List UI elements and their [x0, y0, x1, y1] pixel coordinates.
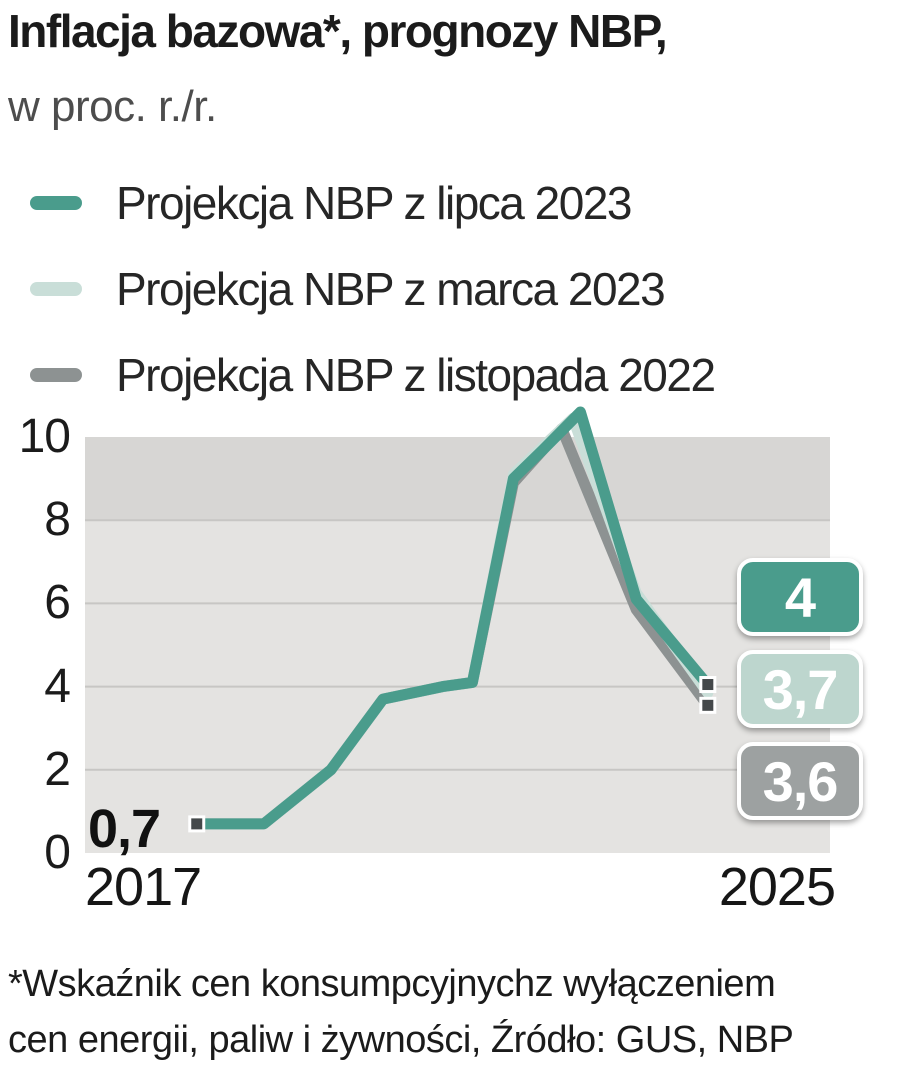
legend-label: Projekcja NBP z listopada 2022	[116, 349, 716, 401]
start-value-label: 0,7	[88, 799, 161, 859]
y-axis-tick-label: 2	[44, 742, 71, 796]
footnote-line-2: cen energii, paliw i żywności, Źródło: G…	[8, 1019, 794, 1061]
value-badge-march-2023: 3,7	[737, 650, 863, 728]
y-axis-tick-label: 6	[44, 576, 71, 630]
legend-label: Projekcja NBP z marca 2023	[116, 263, 666, 315]
y-axis-tick-label: 8	[44, 493, 71, 547]
legend-item-march-2023: Projekcja NBP z marca 2023	[30, 246, 715, 332]
legend-line-swatch-icon	[30, 368, 82, 382]
value-badge-july-2023: 4	[737, 558, 863, 636]
legend-item-july-2023: Projekcja NBP z lipca 2023	[30, 160, 715, 246]
legend-line-swatch-icon	[30, 282, 82, 296]
value-badge-november-2022: 3,6	[737, 742, 863, 820]
legend-line-swatch-icon	[30, 196, 82, 210]
y-axis-tick-label: 10	[18, 410, 71, 463]
x-axis-label-end: 2025	[718, 857, 836, 917]
y-axis-tick-label: 0	[44, 826, 71, 879]
footnote: *Wskaźnik cen konsumpcyjnychz wyłączenie…	[8, 956, 794, 1068]
legend: Projekcja NBP z lipca 2023 Projekcja NBP…	[30, 160, 716, 418]
x-axis-label-start: 2017	[85, 857, 202, 917]
legend-item-november-2022: Projekcja NBP z listopada 2022	[30, 332, 716, 418]
plot-svg	[85, 406, 830, 853]
legend-label: Projekcja NBP z lipca 2023	[116, 177, 633, 229]
chart-title: Inflacja bazowa*, prognozy NBP,	[8, 5, 668, 57]
chart-subtitle: w proc. r./r.	[8, 82, 217, 131]
footnote-line-1: *Wskaźnik cen konsumpcyjnychz wyłączenie…	[8, 963, 776, 1005]
y-axis-tick-label: 4	[44, 659, 71, 713]
